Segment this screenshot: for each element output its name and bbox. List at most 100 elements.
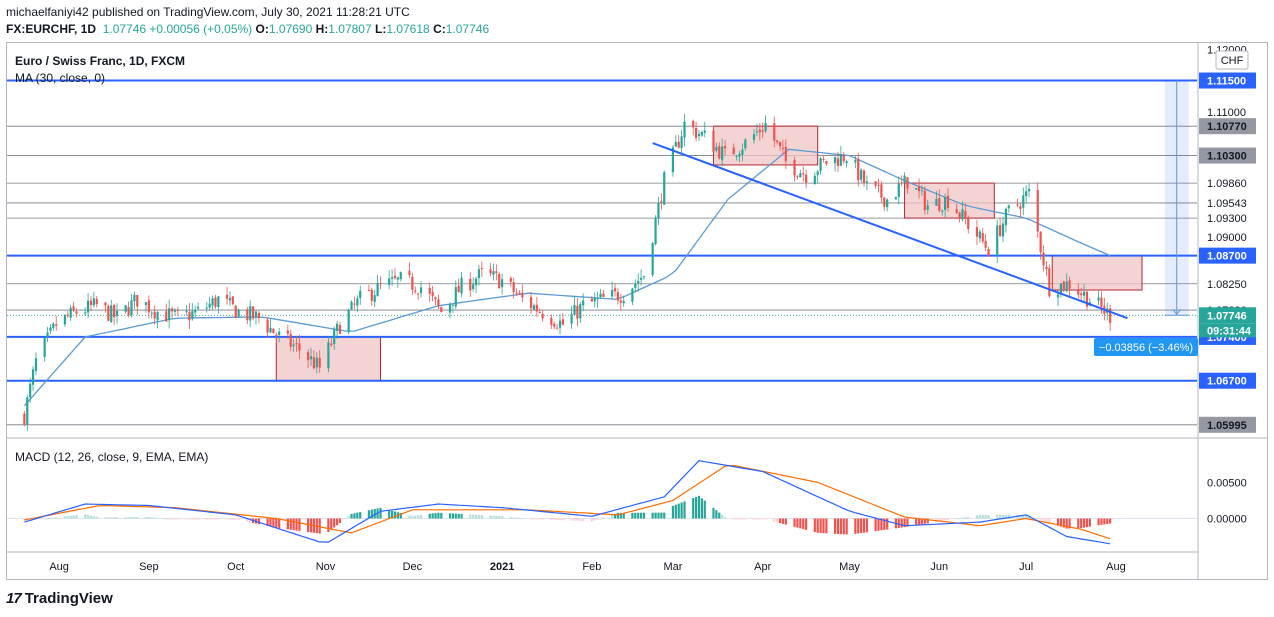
macd-histogram-bar [987, 514, 990, 519]
macd-histogram-bar [104, 517, 107, 519]
currency-button[interactable]: CHF [1215, 50, 1249, 70]
candle-body [356, 298, 359, 306]
time-tick-label: Apr [754, 561, 771, 573]
price-label: 1.11000 [1207, 107, 1246, 119]
candle-body [677, 141, 680, 148]
candle-body [860, 169, 863, 180]
macd-histogram-bar [602, 517, 605, 519]
candle-body [292, 344, 295, 347]
candle-body [509, 278, 512, 282]
macd-histogram-bar [842, 518, 845, 535]
candle-body [278, 331, 281, 335]
macd-histogram-bar [758, 518, 761, 520]
macd-histogram-bar [839, 518, 842, 535]
macd-histogram-bar [541, 518, 544, 520]
candle-body [205, 307, 208, 309]
candle-body [839, 153, 842, 166]
macd-histogram-bar [127, 517, 130, 519]
measure-arrow-head [1172, 308, 1182, 316]
high-value: 1.07807 [328, 22, 372, 36]
candle-body [1007, 205, 1010, 209]
macd-histogram-bar [278, 518, 281, 529]
macd-histogram-bar [590, 518, 593, 522]
candle-body [984, 241, 987, 248]
candle-body [55, 324, 58, 326]
candle-body [451, 304, 454, 306]
candle-body [95, 298, 98, 305]
macd-histogram-bar [480, 515, 483, 519]
macd-histogram-bar [92, 516, 95, 519]
candle-body [315, 357, 318, 368]
time-tick-label: Sep [139, 561, 159, 573]
macd-histogram-bar [89, 515, 93, 519]
candle-body [880, 184, 883, 198]
candle-body [370, 289, 373, 301]
macd-histogram-bar [52, 517, 55, 519]
candle-body [712, 130, 715, 152]
candle-body [877, 184, 880, 186]
candle-body [379, 283, 382, 285]
candle-body [758, 129, 761, 133]
candle-body [185, 311, 188, 313]
candle-body [582, 300, 585, 306]
macd-histogram-bar [451, 513, 454, 519]
candle-body [110, 305, 113, 322]
candle-body [660, 201, 663, 204]
candle-body [923, 190, 926, 211]
macd-histogram-bar [144, 517, 148, 519]
countdown-box [1199, 323, 1256, 338]
candle-body [778, 141, 782, 147]
macd-histogram-bar [84, 514, 87, 519]
candle-body [376, 282, 379, 297]
macd-histogram-bar [318, 518, 321, 534]
macd-histogram-bar [776, 518, 779, 523]
macd-histogram-bar [477, 515, 481, 519]
close-value: 1.07746 [445, 22, 490, 36]
candle-body [228, 297, 232, 301]
macd-histogram-bar [133, 517, 136, 519]
candle-body [269, 327, 272, 333]
tradingview-logo[interactable]: 17 TradingView [6, 590, 113, 607]
candle-body [338, 324, 342, 334]
macd-histogram-bar [897, 518, 900, 528]
candle-body [115, 310, 119, 316]
candle-body [1082, 291, 1086, 296]
macd-histogram-bar [1077, 518, 1080, 529]
macd-histogram-bar [1027, 515, 1031, 519]
macd-histogram-bar [286, 518, 289, 530]
candle-body [836, 158, 840, 167]
macd-histogram-bar [805, 518, 808, 530]
macd-histogram-bar [1045, 518, 1048, 522]
macd-histogram-bar [194, 518, 197, 520]
open-value: 1.07690 [268, 22, 313, 36]
macd-histogram-bar [1025, 514, 1028, 519]
candle-body [637, 281, 640, 284]
candle-body [49, 327, 52, 332]
candle-body [1039, 232, 1042, 253]
price-label: 1.10300 [1207, 151, 1247, 163]
candle-body [813, 175, 816, 185]
candle-body [703, 130, 706, 133]
candle-body [1022, 195, 1025, 208]
macd-histogram-bar [495, 515, 498, 519]
candle-body [535, 304, 538, 312]
macd-histogram-bar [393, 511, 397, 519]
candle-body [144, 302, 148, 305]
candle-body [92, 298, 95, 306]
macd-histogram-bar [147, 517, 150, 519]
candle-body [845, 161, 848, 164]
macd-histogram-bar [75, 515, 78, 519]
macd-histogram-bar [214, 518, 217, 520]
grid-lines [7, 125, 1197, 426]
candle-body [987, 249, 990, 257]
high-label: H: [315, 22, 329, 36]
macd-histogram-bar [95, 516, 98, 519]
time-tick-label: Oct [227, 561, 244, 573]
candle-body [558, 320, 562, 328]
macd-histogram-bar [700, 498, 703, 519]
macd-histogram-bar [657, 512, 660, 519]
candle-body [498, 273, 501, 289]
macd-histogram-bar [955, 518, 958, 520]
macd-histogram-bar [460, 514, 463, 519]
